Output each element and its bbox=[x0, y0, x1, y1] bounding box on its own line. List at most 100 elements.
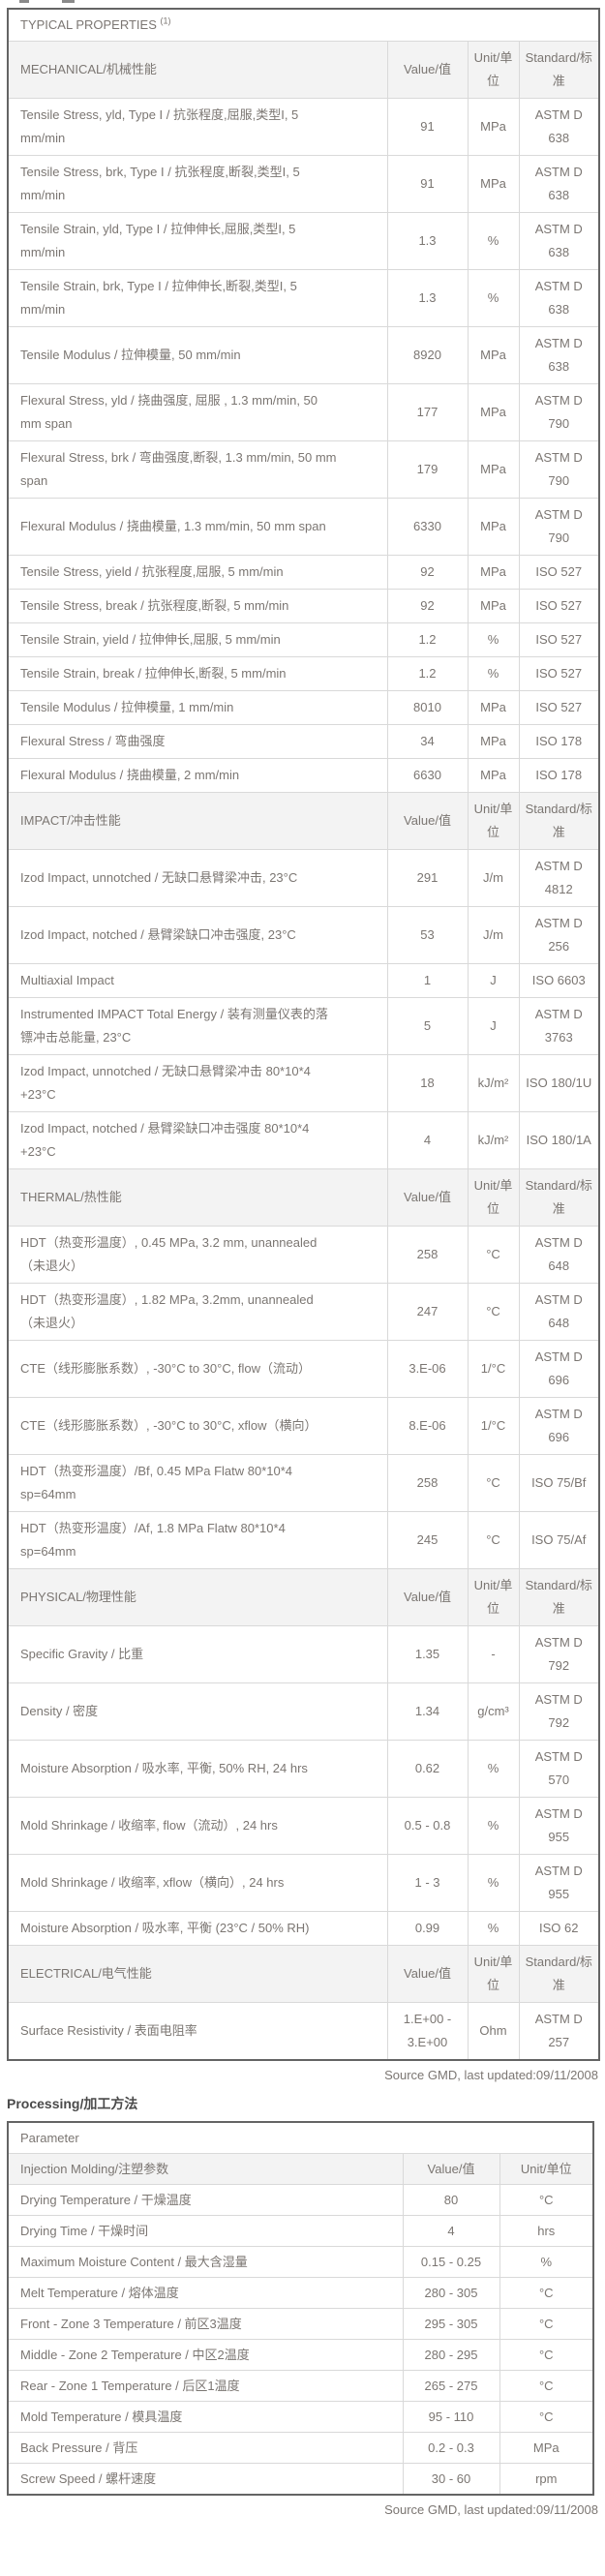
parameter-cell: Middle - Zone 2 Temperature / 中区2温度 bbox=[7, 2339, 404, 2371]
property-cell: Tensile Stress, yld, Type I / 抗张程度,屈服,类型… bbox=[7, 98, 388, 156]
value-cell: 18 bbox=[386, 1054, 469, 1112]
unit-cell: - bbox=[467, 1625, 520, 1683]
value-cell: 8920 bbox=[386, 326, 469, 384]
injection-molding-header-row: Injection Molding/注塑参数 Value/值 Unit/单位 bbox=[7, 2153, 594, 2185]
section-header-row: ELECTRICAL/电气性能 Value/值 Unit/单位 Standard/标准 bbox=[7, 1945, 600, 2003]
property-cell: HDT（热变形温度）, 1.82 MPa, 3.2mm, unannealed（… bbox=[7, 1283, 388, 1341]
unit-cell: °C bbox=[499, 2339, 594, 2371]
property-row: Moisture Absorption / 吸水率, 平衡 (23°C / 50… bbox=[7, 1911, 600, 1946]
standard-cell: ASTM D 256 bbox=[518, 906, 600, 964]
property-cell: Tensile Strain, brk, Type I / 拉伸伸长,断裂,类型… bbox=[7, 269, 388, 327]
property-row: Tensile Stress, break / 抗张程度,断裂, 5 mm/mi… bbox=[7, 589, 600, 623]
property-cell: Izod Impact, notched / 悬臂梁缺口冲击强度 80*10*4… bbox=[7, 1111, 388, 1169]
property-row: HDT（热变形温度）, 0.45 MPa, 3.2 mm, unannealed… bbox=[7, 1226, 600, 1284]
standard-cell: ISO 178 bbox=[518, 724, 600, 759]
standard-cell: ISO 527 bbox=[518, 656, 600, 691]
standard-cell: ASTM D 638 bbox=[518, 212, 600, 270]
property-cell: Tensile Strain, yld, Type I / 拉伸伸长,屈服,类型… bbox=[7, 212, 388, 270]
property-cell: Izod Impact, notched / 悬臂梁缺口冲击强度, 23°C bbox=[7, 906, 388, 964]
property-row: HDT（热变形温度）/Bf, 0.45 MPa Flatw 80*10*4 sp… bbox=[7, 1454, 600, 1512]
standard-cell: ISO 527 bbox=[518, 555, 600, 590]
value-column-header: Value/值 bbox=[386, 41, 469, 99]
unit-cell: MPa bbox=[499, 2432, 594, 2464]
value-cell: 1 bbox=[386, 963, 469, 998]
unit-cell: °C bbox=[467, 1511, 520, 1569]
property-row: Flexural Modulus / 挠曲模量, 2 mm/min 6630 MPa… bbox=[7, 758, 600, 793]
value-cell: 0.15 - 0.25 bbox=[402, 2246, 500, 2278]
unit-cell: °C bbox=[467, 1454, 520, 1512]
property-cell: Moisture Absorption / 吸水率, 平衡, 50% RH, 2… bbox=[7, 1740, 388, 1798]
property-cell: Multiaxial Impact bbox=[7, 963, 388, 998]
value-cell: 265 - 275 bbox=[402, 2370, 500, 2402]
section-name: IMPACT/冲击性能 bbox=[7, 792, 388, 850]
property-row: Moisture Absorption / 吸水率, 平衡, 50% RH, 2… bbox=[7, 1740, 600, 1798]
standard-cell: ASTM D 955 bbox=[518, 1854, 600, 1912]
property-row: Tensile Modulus / 拉伸模量, 1 mm/min 8010 MPa I… bbox=[7, 690, 600, 725]
property-row: Instrumented IMPACT Total Energy / 装有测量仪… bbox=[7, 997, 600, 1055]
unit-cell: J bbox=[467, 963, 520, 998]
unit-column-header: Unit/单位 bbox=[467, 792, 520, 850]
standard-cell: ASTM D 570 bbox=[518, 1740, 600, 1798]
value-cell: 258 bbox=[386, 1226, 469, 1284]
property-cell: Mold Shrinkage / 收缩率, xflow（横向）, 24 hrs bbox=[7, 1854, 388, 1912]
property-cell: Mold Shrinkage / 收缩率, flow（流动）, 24 hrs bbox=[7, 1797, 388, 1855]
section-name: ELECTRICAL/电气性能 bbox=[7, 1945, 388, 2003]
property-cell: Tensile Modulus / 拉伸模量, 50 mm/min bbox=[7, 326, 388, 384]
unit-cell: % bbox=[467, 1911, 520, 1946]
property-cell: Moisture Absorption / 吸水率, 平衡 (23°C / 50… bbox=[7, 1911, 388, 1946]
standard-cell: ISO 527 bbox=[518, 690, 600, 725]
value-cell: 30 - 60 bbox=[402, 2463, 500, 2496]
standard-cell: ASTM D 696 bbox=[518, 1397, 600, 1455]
unit-cell: °C bbox=[499, 2184, 594, 2216]
unit-cell: MPa bbox=[467, 724, 520, 759]
standard-cell: ASTM D 790 bbox=[518, 383, 600, 441]
value-cell: 179 bbox=[386, 440, 469, 499]
value-cell: 295 - 305 bbox=[402, 2308, 500, 2340]
section-header-row: IMPACT/冲击性能 Value/值 Unit/单位 Standard/标准 bbox=[7, 792, 600, 850]
value-cell: 0.99 bbox=[386, 1911, 469, 1946]
unit-cell: Ohm bbox=[467, 2002, 520, 2061]
value-cell: 6630 bbox=[386, 758, 469, 793]
value-cell: 6330 bbox=[386, 498, 469, 556]
property-cell: Tensile Strain, break / 拉伸伸长,断裂, 5 mm/mi… bbox=[7, 656, 388, 691]
unit-cell: J/m bbox=[467, 906, 520, 964]
value-cell: 258 bbox=[386, 1454, 469, 1512]
unit-cell: kJ/m² bbox=[467, 1054, 520, 1112]
standard-cell: ASTM D 638 bbox=[518, 155, 600, 213]
property-cell: Density / 密度 bbox=[7, 1682, 388, 1741]
unit-cell: °C bbox=[467, 1226, 520, 1284]
value-cell: 4 bbox=[386, 1111, 469, 1169]
property-cell: HDT（热变形温度）/Bf, 0.45 MPa Flatw 80*10*4 sp… bbox=[7, 1454, 388, 1512]
value-cell: 0.2 - 0.3 bbox=[402, 2432, 500, 2464]
property-cell: Flexural Stress, brk / 弯曲强度,断裂, 1.3 mm/m… bbox=[7, 440, 388, 499]
value-cell: 1.2 bbox=[386, 656, 469, 691]
parameter-header-row: Parameter bbox=[7, 2121, 594, 2154]
parameter-cell: Drying Temperature / 干燥温度 bbox=[7, 2184, 404, 2216]
property-row: Izod Impact, notched / 悬臂梁缺口冲击强度 80*10*4… bbox=[7, 1111, 600, 1169]
property-cell: HDT（热变形温度）/Af, 1.8 MPa Flatw 80*10*4 sp=… bbox=[7, 1511, 388, 1569]
unit-cell: % bbox=[467, 656, 520, 691]
value-cell: 291 bbox=[386, 849, 469, 907]
value-column-header: Value/值 bbox=[386, 1945, 469, 2003]
unit-cell: % bbox=[467, 269, 520, 327]
property-row: Izod Impact, unnotched / 无缺口悬臂梁冲击, 23°C 2… bbox=[7, 849, 600, 907]
typical-properties-table: TYPICAL PROPERTIES (1) MECHANICAL/机械性能 Val… bbox=[7, 8, 600, 2061]
value-cell: 280 - 295 bbox=[402, 2339, 500, 2371]
unit-cell: MPa bbox=[467, 98, 520, 156]
property-cell: HDT（热变形温度）, 0.45 MPa, 3.2 mm, unannealed… bbox=[7, 1226, 388, 1284]
parameter-cell: Melt Temperature / 熔体温度 bbox=[7, 2277, 404, 2309]
property-cell: Flexural Modulus / 挠曲模量, 2 mm/min bbox=[7, 758, 388, 793]
standard-column-header: Standard/标准 bbox=[518, 1568, 600, 1626]
parameter-cell: Mold Temperature / 模具温度 bbox=[7, 2401, 404, 2433]
parameter-cell: Back Pressure / 背压 bbox=[7, 2432, 404, 2464]
property-row: Flexural Stress, brk / 弯曲强度,断裂, 1.3 mm/m… bbox=[7, 440, 600, 499]
unit-cell: MPa bbox=[467, 589, 520, 623]
value-cell: 245 bbox=[386, 1511, 469, 1569]
value-cell: 1.3 bbox=[386, 269, 469, 327]
property-row: Tensile Stress, brk, Type I / 抗张程度,断裂,类型… bbox=[7, 155, 600, 213]
value-cell: 0.5 - 0.8 bbox=[386, 1797, 469, 1855]
value-cell: 91 bbox=[386, 155, 469, 213]
unit-cell: MPa bbox=[467, 498, 520, 556]
standard-cell: ISO 527 bbox=[518, 589, 600, 623]
processing-row: Maximum Moisture Content / 最大含湿量 0.15 - 0… bbox=[7, 2246, 594, 2278]
